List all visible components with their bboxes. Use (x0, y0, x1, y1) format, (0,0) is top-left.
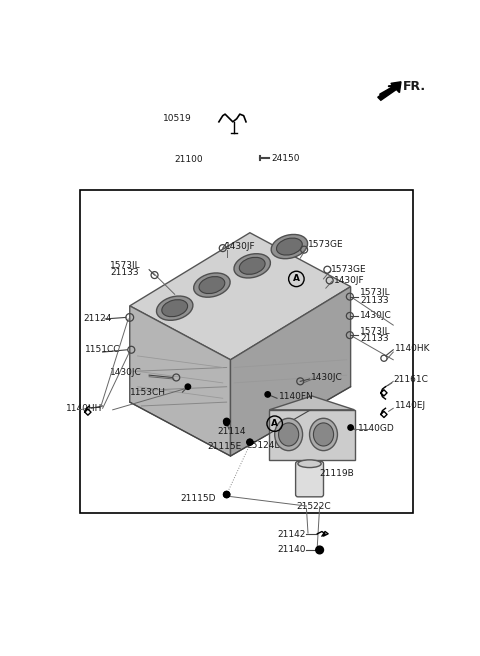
Text: 21115E: 21115E (207, 442, 241, 451)
Polygon shape (269, 396, 355, 410)
FancyBboxPatch shape (296, 461, 324, 497)
Circle shape (316, 546, 324, 554)
Text: 1573JL: 1573JL (360, 288, 391, 297)
Ellipse shape (162, 300, 188, 317)
Text: 21119B: 21119B (320, 469, 354, 478)
Text: 21124: 21124 (83, 314, 112, 323)
Ellipse shape (276, 238, 302, 255)
Text: 1430JC: 1430JC (360, 312, 392, 320)
Circle shape (348, 425, 353, 430)
Text: 21142: 21142 (277, 530, 305, 539)
Text: 1430JC: 1430JC (110, 369, 142, 377)
Text: 1140HH: 1140HH (66, 404, 103, 413)
Ellipse shape (298, 460, 321, 468)
Text: FR.: FR. (403, 80, 426, 93)
Text: 21100: 21100 (175, 155, 204, 164)
Ellipse shape (194, 273, 230, 297)
Ellipse shape (310, 419, 337, 451)
Ellipse shape (240, 257, 265, 274)
Ellipse shape (156, 296, 193, 320)
Ellipse shape (234, 254, 270, 278)
Text: 25124D: 25124D (246, 441, 281, 450)
Polygon shape (130, 306, 230, 456)
Ellipse shape (313, 423, 334, 446)
Text: 1573JL: 1573JL (360, 327, 391, 336)
Circle shape (224, 491, 230, 498)
Text: 1573GE: 1573GE (331, 265, 367, 274)
Text: 21133: 21133 (360, 335, 388, 344)
Text: 21115D: 21115D (180, 494, 216, 503)
Circle shape (265, 392, 270, 397)
Circle shape (224, 419, 230, 424)
Text: 10519: 10519 (163, 114, 192, 123)
Polygon shape (269, 410, 355, 460)
Circle shape (224, 491, 230, 498)
Ellipse shape (199, 277, 225, 294)
Text: A: A (271, 419, 278, 428)
Text: 1430JF: 1430JF (225, 242, 256, 251)
Text: 1430JF: 1430JF (334, 276, 364, 285)
Text: 1430JC: 1430JC (311, 373, 343, 382)
Polygon shape (130, 233, 350, 359)
Polygon shape (230, 287, 350, 456)
Text: 24150: 24150 (272, 154, 300, 163)
Bar (81, 190, 413, 513)
Text: 21161C: 21161C (393, 375, 428, 384)
Ellipse shape (271, 234, 308, 258)
Circle shape (224, 420, 229, 426)
Text: 21522C: 21522C (296, 502, 331, 510)
Text: 1573JL: 1573JL (110, 260, 141, 270)
Text: 1151CC: 1151CC (85, 345, 120, 354)
Circle shape (247, 440, 252, 445)
Text: 1140FN: 1140FN (278, 392, 313, 401)
Polygon shape (378, 82, 401, 100)
Text: 1573GE: 1573GE (308, 240, 344, 249)
Text: 21133: 21133 (110, 268, 139, 277)
Text: 1140EJ: 1140EJ (395, 401, 426, 411)
Text: A: A (293, 274, 300, 283)
Circle shape (185, 384, 191, 390)
Text: 1153CH: 1153CH (130, 388, 166, 398)
Text: 21114: 21114 (217, 427, 246, 436)
Circle shape (247, 439, 253, 445)
Text: 1140GD: 1140GD (358, 424, 395, 433)
Ellipse shape (275, 419, 302, 451)
Text: 21133: 21133 (360, 296, 388, 305)
Text: 1140HK: 1140HK (395, 344, 430, 353)
Text: 21140: 21140 (277, 545, 305, 554)
Ellipse shape (278, 423, 299, 446)
